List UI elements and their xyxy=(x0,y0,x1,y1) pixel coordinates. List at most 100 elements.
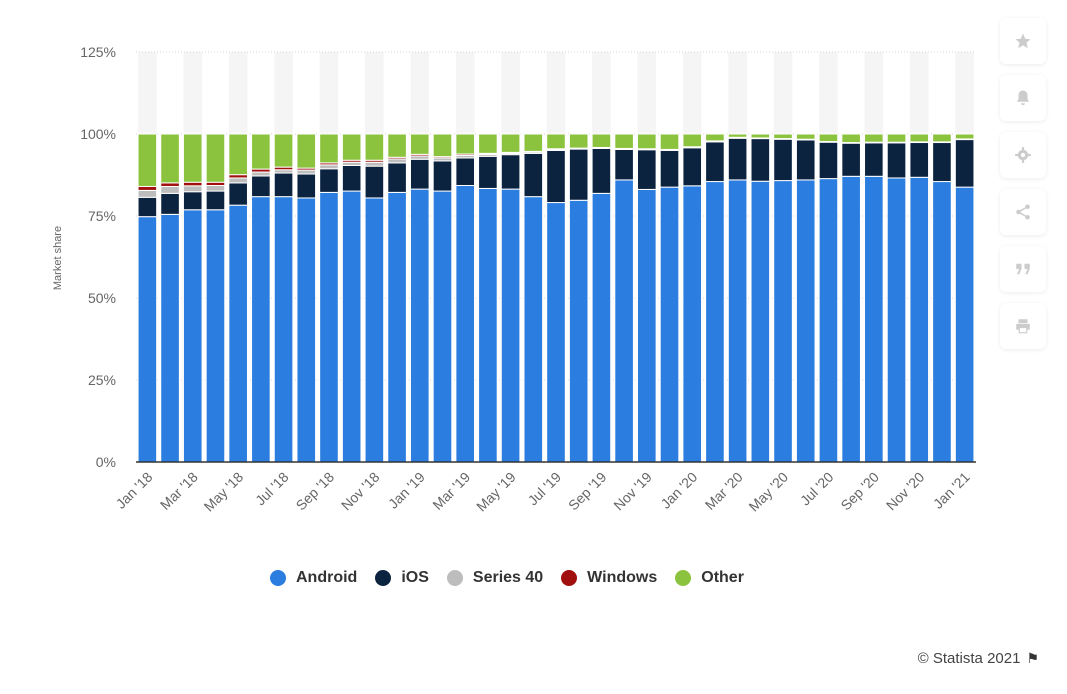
bar-android[interactable] xyxy=(160,213,180,463)
bar-ios[interactable] xyxy=(546,149,566,204)
bar-other[interactable] xyxy=(932,133,952,143)
bar-other[interactable] xyxy=(319,133,339,164)
bar-other[interactable] xyxy=(341,133,362,161)
bar-ios[interactable] xyxy=(296,173,317,199)
bar-ios[interactable] xyxy=(705,141,725,183)
bar-other[interactable] xyxy=(455,133,475,155)
bar-other[interactable] xyxy=(182,133,203,183)
bar-ios[interactable] xyxy=(205,190,226,211)
legend-item-other[interactable]: Other xyxy=(675,569,744,587)
share-button[interactable] xyxy=(1000,189,1046,235)
bar-android[interactable] xyxy=(795,179,816,463)
bar-ios[interactable] xyxy=(568,148,589,201)
bar-other[interactable] xyxy=(659,133,680,150)
bar-ios[interactable] xyxy=(409,158,430,190)
bar-other[interactable] xyxy=(251,133,271,170)
bar-ios[interactable] xyxy=(795,139,816,181)
cite-button[interactable] xyxy=(1000,246,1046,292)
bar-series-40[interactable] xyxy=(137,189,158,198)
bar-other[interactable] xyxy=(205,133,226,183)
bar-ios[interactable] xyxy=(455,157,475,186)
bar-android[interactable] xyxy=(341,190,362,463)
bar-android[interactable] xyxy=(296,197,317,463)
bar-windows[interactable] xyxy=(160,182,180,187)
bar-ios[interactable] xyxy=(841,142,861,177)
bar-android[interactable] xyxy=(500,188,521,463)
bar-android[interactable] xyxy=(546,202,566,463)
bar-other[interactable] xyxy=(954,133,975,140)
bar-series-40[interactable] xyxy=(251,171,271,177)
favorite-button[interactable] xyxy=(1000,18,1046,64)
bar-other[interactable] xyxy=(705,133,725,142)
bar-android[interactable] xyxy=(409,188,430,463)
bar-ios[interactable] xyxy=(364,165,385,199)
bar-ios[interactable] xyxy=(932,142,952,183)
bar-other[interactable] xyxy=(409,133,430,155)
bar-other[interactable] xyxy=(841,133,861,144)
bar-android[interactable] xyxy=(841,175,861,463)
bar-other[interactable] xyxy=(228,133,248,176)
legend-item-windows[interactable]: Windows xyxy=(561,569,657,587)
bar-android[interactable] xyxy=(773,180,793,463)
bar-ios[interactable] xyxy=(478,155,498,189)
bar-ios[interactable] xyxy=(432,160,453,192)
bar-other[interactable] xyxy=(886,133,907,143)
bar-other[interactable] xyxy=(591,133,612,148)
bar-ios[interactable] xyxy=(160,192,180,215)
bar-ios[interactable] xyxy=(659,149,680,188)
bar-android[interactable] xyxy=(705,181,725,463)
bar-ios[interactable] xyxy=(682,147,703,187)
bar-android[interactable] xyxy=(182,209,203,463)
bar-android[interactable] xyxy=(523,196,544,463)
bar-android[interactable] xyxy=(886,177,907,463)
bar-android[interactable] xyxy=(455,184,475,463)
bar-ios[interactable] xyxy=(251,175,271,198)
bar-series-40[interactable] xyxy=(205,184,226,192)
bar-other[interactable] xyxy=(387,133,407,158)
bar-ios[interactable] xyxy=(614,148,634,181)
bar-android[interactable] xyxy=(614,179,634,463)
bar-android[interactable] xyxy=(954,186,975,463)
bar-android[interactable] xyxy=(251,196,271,463)
bar-other[interactable] xyxy=(614,133,634,149)
bar-other[interactable] xyxy=(818,133,839,143)
bar-ios[interactable] xyxy=(909,142,930,178)
bar-other[interactable] xyxy=(546,133,566,150)
bar-other[interactable] xyxy=(864,133,884,143)
bar-series-40[interactable] xyxy=(387,158,407,164)
bar-ios[interactable] xyxy=(773,138,793,182)
bar-other[interactable] xyxy=(364,133,385,161)
legend-item-android[interactable]: Android xyxy=(270,569,357,587)
bar-android[interactable] xyxy=(273,196,294,463)
bar-windows[interactable] xyxy=(137,185,158,191)
bar-android[interactable] xyxy=(909,176,930,463)
settings-button[interactable] xyxy=(1000,132,1046,178)
bar-other[interactable] xyxy=(568,133,589,149)
bar-android[interactable] xyxy=(137,216,158,463)
bar-series-40[interactable] xyxy=(364,161,385,167)
bar-ios[interactable] xyxy=(637,149,657,190)
bar-other[interactable] xyxy=(160,133,180,184)
bar-other[interactable] xyxy=(727,133,748,138)
bar-ios[interactable] xyxy=(864,142,884,177)
bar-series-40[interactable] xyxy=(319,164,339,170)
bar-android[interactable] xyxy=(727,179,748,463)
bar-android[interactable] xyxy=(637,188,657,463)
bar-android[interactable] xyxy=(432,190,453,463)
bar-android[interactable] xyxy=(818,178,839,463)
bar-ios[interactable] xyxy=(500,154,521,190)
bar-android[interactable] xyxy=(682,185,703,463)
legend-item-series-40[interactable]: Series 40 xyxy=(446,569,543,587)
bar-ios[interactable] xyxy=(954,139,975,188)
bar-windows[interactable] xyxy=(182,181,203,187)
notification-button[interactable] xyxy=(1000,75,1046,121)
bar-ios[interactable] xyxy=(727,137,748,181)
bar-ios[interactable] xyxy=(387,162,407,193)
bar-ios[interactable] xyxy=(341,164,362,192)
bar-series-40[interactable] xyxy=(160,185,180,194)
bar-android[interactable] xyxy=(591,192,612,463)
bar-other[interactable] xyxy=(137,133,158,187)
bar-ios[interactable] xyxy=(591,147,612,194)
bar-series-40[interactable] xyxy=(296,169,317,175)
bar-other[interactable] xyxy=(773,133,793,140)
